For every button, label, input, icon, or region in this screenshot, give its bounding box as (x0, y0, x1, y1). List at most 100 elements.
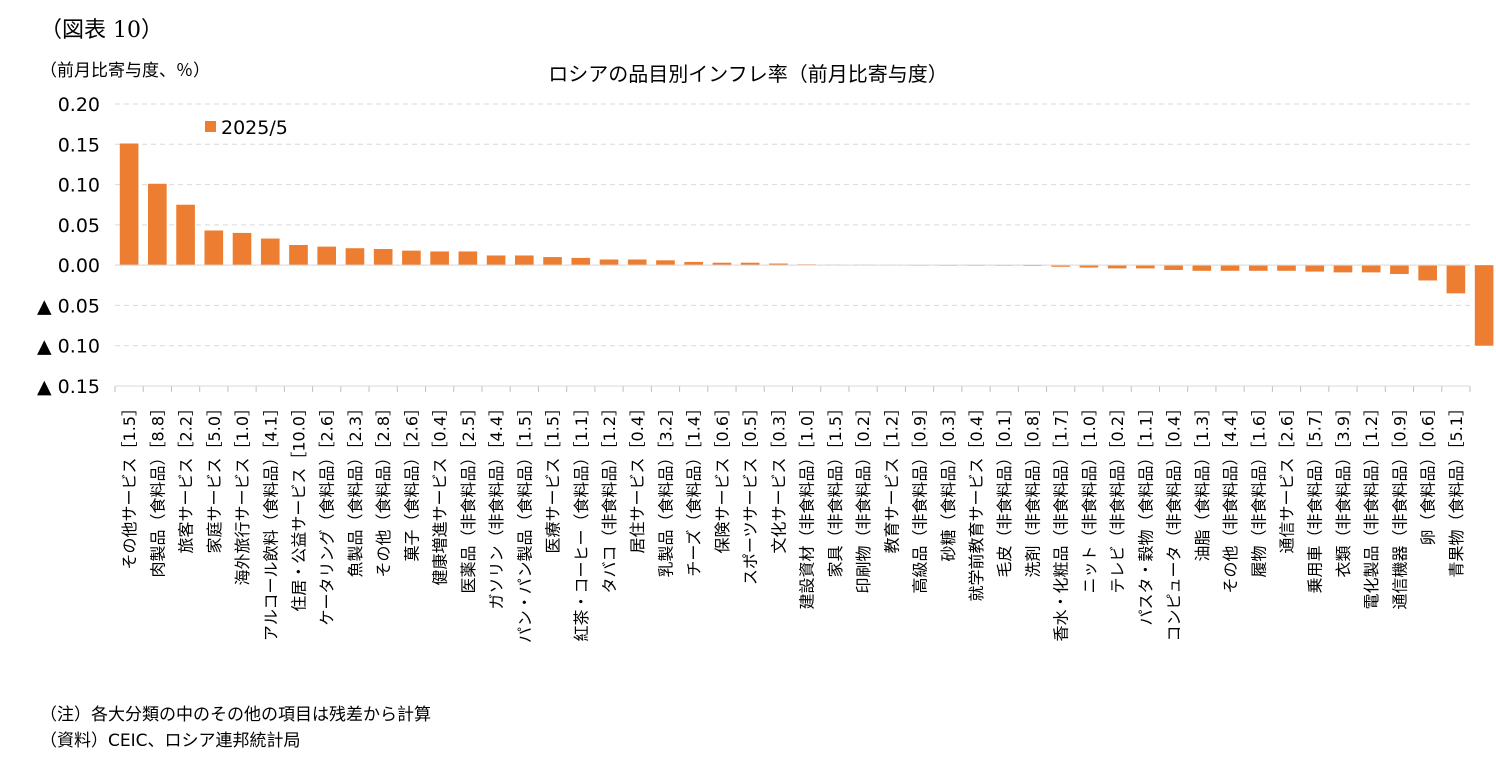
x-tick-label: 建設資材（非食料品）［1.0］ (798, 400, 817, 609)
bar (599, 259, 619, 266)
bar (1277, 265, 1296, 271)
footnote-source: （資料）CEIC、ロシア連邦統計局 (40, 731, 301, 751)
x-tick-label: パスタ・穀物（食料品）［1.1］ (1136, 400, 1155, 625)
x-tick-label: 菓子（食料品）［2.6］ (402, 400, 421, 561)
x-tick-label: 文化サービス［0.3］ (769, 400, 788, 553)
bar (1446, 265, 1466, 294)
x-tick-label: 香水・化粧品（非食料品）［1.7］ (1052, 400, 1071, 641)
figure-label: （図表 10） (40, 18, 163, 43)
bar (458, 251, 478, 266)
bar (656, 260, 675, 266)
x-tick-label: 住居・公益サービス［10.0］ (289, 400, 308, 612)
footnote-note: （注）各大分類の中のその他の項目は残差から計算 (40, 705, 431, 725)
bar (148, 183, 167, 266)
x-tick-label: 魚製品（食料品）［2.3］ (346, 400, 365, 577)
x-tick-label: コンピュータ（非食料品）［0.4］ (1165, 400, 1184, 641)
x-tick-label: その他（食料品）［2.8］ (374, 400, 393, 577)
x-tick-label: 印刷物（非食料品）［0.2］ (854, 400, 873, 593)
x-tick-label: 青果物（食料品）［5.1］ (1447, 400, 1466, 577)
x-tick-label: 家庭サービス［5.0］ (205, 400, 224, 553)
x-tick-label: 健康増進サービス［0.4］ (431, 400, 450, 585)
bar (232, 232, 252, 266)
x-tick-label: パン・パン製品（食料品）［1.5］ (515, 400, 534, 643)
chart-title: ロシアの品目別インフレ率（前月比寄与度） (548, 62, 948, 86)
bar (627, 259, 647, 266)
x-tick-label: 通信機器（非食料品）［0.9］ (1390, 400, 1409, 609)
bar (1361, 265, 1381, 273)
bar (769, 263, 788, 266)
x-tick-label: ケータリング（食料品）［2.6］ (318, 400, 337, 625)
y-tick-label: ▲ 0.05 (37, 295, 100, 317)
x-tick-label: その他（非食料品）［4.4］ (1221, 400, 1240, 593)
bar (571, 257, 591, 266)
bar (515, 255, 534, 266)
bar (1418, 265, 1437, 281)
x-tick-label: テレビ（非食料品）［0.2］ (1108, 400, 1127, 593)
x-tick-label: 油脂（食料品）［1.3］ (1193, 400, 1212, 561)
bar (712, 262, 732, 266)
y-tick-label: 0.00 (58, 255, 100, 277)
x-tick-label: 肉製品（食料品）［8.8］ (148, 400, 167, 577)
y-tick-label: 0.20 (58, 94, 100, 116)
bar (1079, 265, 1099, 268)
bar (684, 261, 704, 266)
x-tick-label: 毛皮（非食料品）［0.1］ (995, 400, 1014, 577)
x-tick-label: タバコ（非食料品）［1.2］ (600, 400, 619, 593)
bar (345, 248, 365, 266)
y-tick-label: 0.15 (58, 134, 100, 156)
x-tick-label: 乗用車（非食料品）［5.7］ (1306, 400, 1325, 593)
bar (289, 245, 308, 266)
bar (317, 246, 337, 266)
x-tick-label: 旅客サービス［2.2］ (177, 400, 196, 553)
x-tick-label: 居住サービス［0.4］ (628, 400, 647, 553)
x-tick-label: 医薬品（非食料品）［2.5］ (459, 400, 478, 593)
x-tick-label: 就学前教育サービス［0.4］ (967, 400, 986, 601)
y-axis-unit-label: （前月比寄与度、％） (40, 61, 210, 81)
bar (260, 238, 280, 266)
x-tick-label: その他サービス［1.5］ (120, 400, 139, 569)
x-tick-label: 高級品（非食料品）［0.9］ (911, 400, 930, 593)
bar (1333, 265, 1353, 273)
x-tick-label: 履物（非食料品）［1.6］ (1249, 400, 1268, 577)
bar (1474, 265, 1494, 346)
x-tick-label: 乳製品（食料品）［3.2］ (656, 400, 675, 577)
bar (1164, 265, 1183, 270)
x-tick-label: 砂糖（食料品）［0.3］ (939, 400, 958, 561)
bar (1220, 265, 1240, 271)
bar (1248, 265, 1268, 271)
x-tick-label: チーズ（食料品）［1.4］ (685, 400, 704, 577)
bar (1051, 265, 1070, 267)
x-tick-label: 洗剤（非食料品）［0.8］ (1023, 400, 1042, 577)
y-tick-label: 0.10 (58, 175, 100, 197)
x-tick-label: 通信サービス［2.6］ (1278, 400, 1297, 553)
bar (430, 251, 449, 266)
x-tick-label: 医療サービス［1.5］ (544, 400, 563, 553)
x-tick-label: 家具（非食料品）［1.5］ (826, 400, 845, 577)
bar (119, 143, 139, 266)
x-tick-label: 電化製品（非食料品）［1.2］ (1362, 400, 1381, 609)
x-tick-label: 衣類（非食料品）［3.9］ (1334, 400, 1353, 577)
bar-chart: 0.20 0.15 0.10 0.05 0.00 ▲ 0.05 ▲ 0.10 ▲ 0.15 その… (37, 94, 1494, 643)
bar (204, 230, 224, 266)
legend-label: 2025/5 (221, 117, 288, 139)
x-tick-label: 保険サービス［0.6］ (713, 400, 732, 553)
bar (402, 250, 421, 266)
x-tick-label: スポーツサービス［0.5］ (741, 400, 760, 585)
x-tick-label: ガソリン（非食料品）［4.4］ (487, 400, 506, 609)
bar (486, 255, 506, 266)
y-tick-label: ▲ 0.15 (37, 376, 100, 398)
x-tick-label: 卵（食料品）［0.6］ (1419, 400, 1438, 545)
bar (543, 257, 562, 266)
bar (1390, 265, 1409, 275)
bar (1192, 265, 1212, 271)
x-tick-label: 教育サービス［1.2］ (882, 400, 901, 553)
x-tick-label: ニット（非食料品）［1.0］ (1080, 400, 1099, 593)
bar (1107, 265, 1127, 269)
legend-swatch (205, 121, 216, 132)
y-tick-label: 0.05 (58, 215, 100, 237)
x-tick-label: 海外旅行サービス［1.0］ (233, 400, 252, 585)
bar (1136, 265, 1155, 269)
bar (176, 204, 195, 266)
x-tick-label: アルコール飲料（食料品）［4.1］ (261, 400, 280, 641)
bar (1305, 265, 1325, 272)
